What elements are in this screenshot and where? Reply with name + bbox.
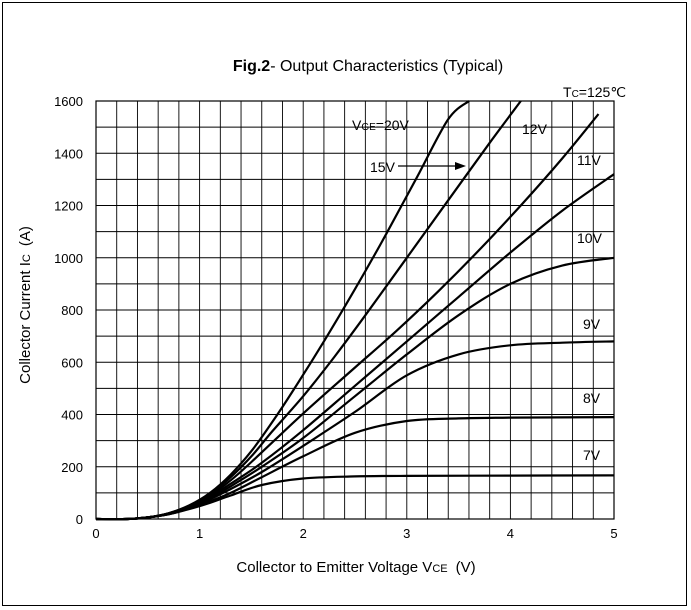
y-tick-label: 1000 [54, 251, 83, 266]
y-tick-label: 0 [76, 512, 83, 527]
x-tick-label: 3 [403, 526, 410, 541]
y-tick-label: 600 [61, 355, 83, 370]
y-axis-label-main: Collector Current I [17, 262, 34, 384]
y-tick-label: 800 [61, 303, 83, 318]
y-tick-label: 1400 [54, 146, 83, 161]
curve-series-7 [95, 474, 615, 521]
y-tick-label: 1200 [54, 199, 83, 214]
label-leader-lines [398, 162, 466, 170]
series-label-12v: 12V [522, 121, 548, 137]
axis-ticks: 0 1 2 3 4 5 0 200 400 600 800 1000 1200 1400 1600 [54, 94, 618, 541]
condition-label-main: T [563, 84, 572, 100]
y-axis-label: Collector Current IC (A) [17, 226, 34, 384]
curve-series-6 [95, 416, 615, 521]
x-axis-label-main: Collector to Emitter Voltage V [236, 559, 432, 576]
x-axis-label-unit: (V) [456, 559, 476, 576]
x-axis-label-sub: CE [432, 563, 447, 575]
y-axis-label-sub: C [21, 254, 33, 262]
series-label-8v: 8V [583, 390, 601, 406]
series-label-9v: 9V [583, 316, 601, 332]
x-tick-label: 2 [300, 526, 307, 541]
series-label-11v: 11V [577, 152, 602, 168]
series-label-vge20: VGE=20V [352, 117, 410, 133]
x-tick-label: 5 [610, 526, 617, 541]
curve-series-3 [95, 173, 615, 521]
condition-label-value: =125℃ [579, 84, 626, 100]
chart-title-text: - Output Characteristics (Typical) [270, 58, 503, 75]
y-tick-label: 400 [61, 408, 83, 423]
x-tick-label: 1 [196, 526, 203, 541]
leader-arrowhead-15v [455, 162, 466, 170]
condition-label: TC=125℃ [563, 84, 626, 100]
plot-area [95, 100, 615, 520]
curves [95, 100, 615, 521]
chart-title: Fig.2- Output Characteristics (Typical) [233, 58, 503, 75]
condition-label-sub: C [572, 89, 579, 100]
series-label-15v: 15V [370, 159, 396, 175]
y-tick-label: 200 [61, 460, 83, 475]
series-label-7v: 7V [583, 447, 601, 463]
x-tick-label: 0 [92, 526, 99, 541]
y-axis-label-unit: (A) [17, 226, 34, 246]
y-tick-label: 1600 [54, 94, 83, 109]
x-tick-label: 4 [507, 526, 514, 541]
series-label-10v: 10V [577, 230, 603, 246]
curve-series-2 [95, 113, 600, 521]
grid-lines [96, 101, 614, 519]
x-axis-label: Collector to Emitter Voltage VCE (V) [236, 559, 475, 576]
chart-title-figure: Fig.2 [233, 58, 270, 75]
